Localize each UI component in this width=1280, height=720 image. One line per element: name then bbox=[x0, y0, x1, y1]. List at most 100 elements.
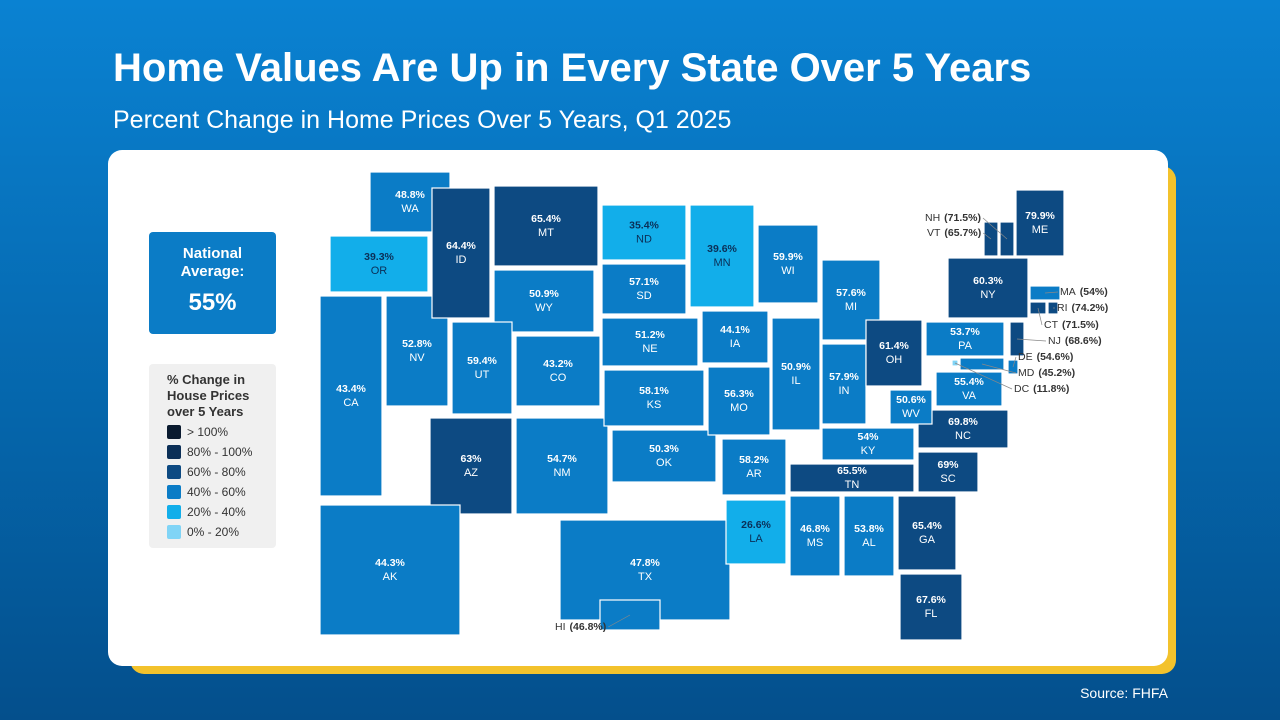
state-value: 63% bbox=[460, 453, 482, 465]
legend-swatch bbox=[167, 465, 181, 479]
state-abbr: KY bbox=[861, 445, 876, 457]
leader-line bbox=[1037, 307, 1043, 326]
legend-swatch bbox=[167, 505, 181, 519]
state-value: 56.3% bbox=[724, 388, 754, 400]
state-abbr: IN bbox=[839, 385, 850, 397]
legend-swatch bbox=[167, 525, 181, 539]
legend-label: 20% - 40% bbox=[187, 505, 246, 519]
legend-swatch bbox=[167, 485, 181, 499]
state-value: 57.1% bbox=[629, 276, 659, 288]
state bbox=[947, 257, 1029, 319]
legend-label: 80% - 100% bbox=[187, 445, 253, 459]
state-value: 59.9% bbox=[773, 251, 803, 263]
state-abbr: FL bbox=[925, 608, 938, 620]
state-value: 59.4% bbox=[467, 355, 497, 367]
state bbox=[493, 185, 599, 267]
state-abbr: IL bbox=[791, 375, 800, 387]
state-abbr: WI bbox=[781, 265, 794, 277]
state-callout: DE (54.6%) bbox=[1018, 351, 1073, 363]
state-abbr: WA bbox=[401, 203, 419, 215]
state-value: 26.6% bbox=[741, 519, 771, 531]
state-callout: NJ (68.6%) bbox=[1048, 335, 1102, 347]
state-value: 58.1% bbox=[639, 385, 669, 397]
leader-line bbox=[1016, 338, 1047, 342]
state-abbr: SC bbox=[940, 473, 955, 485]
legend-row: 60% - 80% bbox=[167, 464, 276, 480]
state bbox=[771, 317, 821, 431]
state-abbr: NY bbox=[980, 289, 996, 301]
state-abbr: IA bbox=[730, 338, 741, 350]
state bbox=[821, 427, 915, 461]
state-value: (54%) bbox=[1080, 286, 1108, 298]
source: Source: FHFA bbox=[1080, 685, 1168, 701]
state-value: (46.8%) bbox=[570, 621, 607, 633]
state-value: 48.8% bbox=[395, 189, 425, 201]
state-value: 69% bbox=[937, 459, 959, 471]
state-value: 69.8% bbox=[948, 416, 978, 428]
legend-rows: > 100% 80% - 100% 60% - 80% 40% - 60% 20% - … bbox=[149, 424, 276, 540]
state-abbr: RI bbox=[1057, 302, 1068, 314]
state bbox=[925, 321, 1005, 357]
state-value: 50.6% bbox=[896, 394, 926, 406]
state-value: 53.7% bbox=[950, 326, 980, 338]
state-abbr: OR bbox=[371, 265, 388, 277]
legend-label: 40% - 60% bbox=[187, 485, 246, 499]
state bbox=[515, 417, 609, 515]
state-value: 55.4% bbox=[954, 376, 984, 388]
state bbox=[601, 317, 699, 367]
state-value: 54% bbox=[857, 431, 879, 443]
state bbox=[897, 495, 957, 571]
state-value: 35.4% bbox=[629, 219, 659, 231]
state bbox=[319, 504, 461, 636]
state bbox=[757, 224, 819, 304]
state-callout: MA (54%) bbox=[1060, 286, 1108, 298]
state-abbr: KS bbox=[647, 399, 662, 411]
state bbox=[899, 573, 963, 641]
state-value: 52.8% bbox=[402, 338, 432, 350]
leader-line bbox=[1044, 291, 1059, 294]
state-abbr: ND bbox=[636, 233, 652, 245]
leader-line bbox=[982, 217, 1008, 240]
state-value: (74.2%) bbox=[1072, 302, 1109, 314]
state-value: (11.8%) bbox=[1033, 383, 1069, 395]
state-abbr: AK bbox=[383, 571, 398, 583]
state-value: 50.9% bbox=[781, 361, 811, 373]
state-abbr: MI bbox=[845, 301, 857, 313]
state-abbr: NM bbox=[553, 467, 570, 479]
state-abbr: WY bbox=[535, 302, 553, 314]
state-abbr: AL bbox=[862, 537, 875, 549]
leader-line bbox=[608, 614, 631, 628]
state bbox=[789, 463, 915, 493]
state bbox=[431, 187, 491, 319]
title: Home Values Are Up in Every State Over 5… bbox=[113, 46, 1032, 90]
legend-row: 80% - 100% bbox=[167, 444, 276, 460]
state-value: 65.4% bbox=[912, 520, 942, 532]
state bbox=[707, 366, 771, 436]
state bbox=[889, 389, 933, 425]
state bbox=[789, 495, 841, 577]
state-callout: NH (71.5%) bbox=[925, 212, 981, 224]
state-value: (71.5%) bbox=[944, 212, 981, 224]
state-abbr: UT bbox=[475, 369, 490, 381]
state-abbr: PA bbox=[958, 340, 973, 352]
state bbox=[329, 235, 429, 293]
legend-swatch bbox=[167, 445, 181, 459]
state-abbr: CA bbox=[343, 397, 359, 409]
state-value: 43.4% bbox=[336, 383, 366, 395]
external-labels: VT (65.7%)NH (71.5%)MA (54%)RI (74.2%)CT (71.… bbox=[555, 212, 1108, 633]
state bbox=[601, 204, 687, 261]
legend-label: 0% - 20% bbox=[187, 525, 240, 539]
state-abbr: MO bbox=[730, 402, 748, 414]
state-value: 50.9% bbox=[529, 288, 559, 300]
legend-title: % Change in House Prices over 5 Years bbox=[167, 372, 250, 419]
legend-label: > 100% bbox=[187, 425, 229, 439]
legend-row: > 100% bbox=[167, 424, 276, 440]
state-abbr: TX bbox=[638, 571, 653, 583]
state-value: 64.4% bbox=[446, 240, 476, 252]
state-value: 53.8% bbox=[854, 523, 884, 535]
state-abbr: ID bbox=[456, 254, 467, 266]
state-callout: VT (65.7%) bbox=[927, 227, 981, 239]
state-value: (71.5%) bbox=[1062, 319, 1099, 331]
state bbox=[689, 204, 755, 308]
state-abbr: LA bbox=[749, 533, 763, 545]
